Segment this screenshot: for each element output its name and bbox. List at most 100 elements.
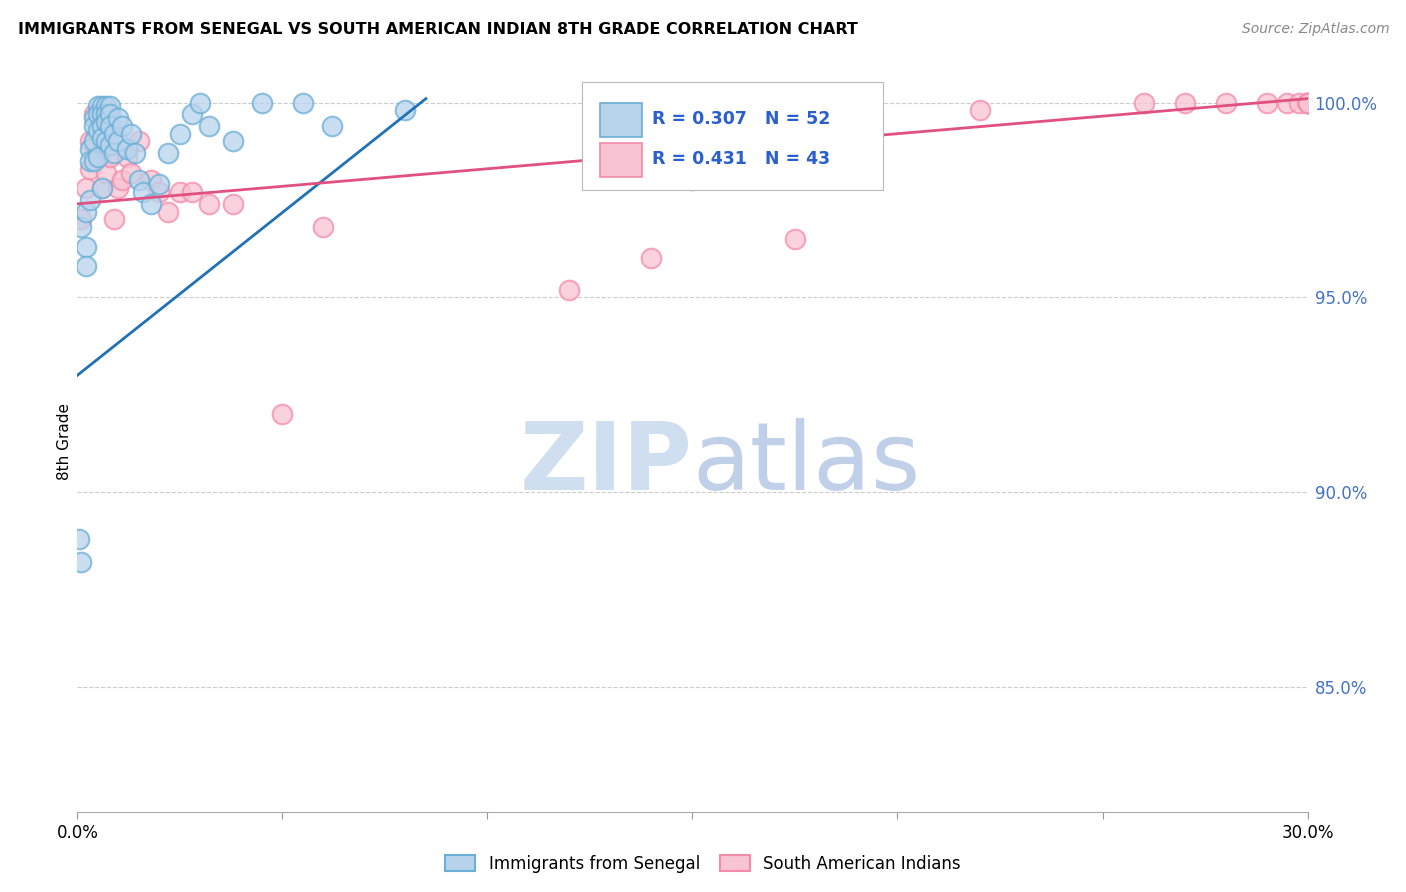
Point [87, 127, 110, 141]
Point [132, 185, 155, 199]
Point [141, 197, 163, 211]
Y-axis label: 8th Grade: 8th Grade [56, 403, 72, 480]
Point [1174, 95, 1197, 110]
Point [79, 153, 101, 168]
Point [1132, 95, 1154, 110]
Point [103, 146, 125, 161]
Point [148, 185, 170, 199]
Point [83, 107, 105, 121]
Point [222, 197, 245, 211]
Point [83, 111, 105, 125]
Point [115, 142, 138, 156]
Point [107, 111, 129, 125]
Point [181, 107, 204, 121]
Point [90, 142, 114, 156]
Point [98, 99, 121, 113]
Point [87, 150, 110, 164]
Point [94, 166, 117, 180]
Point [94, 135, 117, 149]
Point [181, 185, 204, 199]
Text: ZIP: ZIP [520, 417, 693, 509]
Point [107, 181, 129, 195]
Point [98, 107, 121, 121]
Point [90, 181, 114, 195]
Point [79, 193, 101, 207]
FancyBboxPatch shape [600, 103, 643, 137]
Point [969, 103, 991, 118]
Point [148, 178, 170, 192]
Point [222, 135, 245, 149]
Point [156, 146, 179, 161]
Point [250, 95, 273, 110]
Point [188, 95, 212, 110]
Point [1296, 95, 1319, 110]
Text: R = 0.307   N = 52: R = 0.307 N = 52 [652, 111, 830, 128]
Point [271, 407, 294, 421]
Point [394, 103, 416, 118]
Point [103, 127, 125, 141]
Point [197, 197, 219, 211]
Point [90, 107, 114, 121]
Point [94, 115, 117, 129]
Point [70, 220, 93, 235]
Point [75, 204, 97, 219]
Point [79, 161, 101, 176]
Point [291, 95, 314, 110]
Point [1296, 95, 1319, 110]
Point [87, 107, 110, 121]
Point [107, 135, 129, 149]
Point [1296, 95, 1319, 110]
Point [70, 555, 93, 569]
Point [120, 127, 142, 141]
Legend: Immigrants from Senegal, South American Indians: Immigrants from Senegal, South American … [439, 848, 967, 880]
Point [94, 107, 117, 121]
Text: atlas: atlas [693, 417, 921, 509]
Point [1296, 95, 1319, 110]
Point [87, 123, 110, 137]
Point [98, 119, 121, 133]
Point [197, 119, 219, 133]
Point [111, 119, 134, 133]
Point [1275, 95, 1298, 110]
Point [75, 181, 97, 195]
Point [79, 135, 101, 149]
Point [98, 119, 121, 133]
Point [90, 181, 114, 195]
Point [90, 99, 114, 113]
Text: R = 0.431   N = 43: R = 0.431 N = 43 [652, 151, 830, 169]
Point [103, 212, 125, 227]
Point [156, 204, 179, 219]
Point [75, 259, 97, 273]
Point [682, 173, 704, 187]
Point [94, 99, 117, 113]
Point [70, 212, 93, 227]
Point [87, 99, 110, 113]
Point [558, 283, 581, 297]
Point [90, 130, 114, 145]
Text: Source: ZipAtlas.com: Source: ZipAtlas.com [1241, 22, 1389, 37]
FancyBboxPatch shape [582, 82, 883, 190]
FancyBboxPatch shape [600, 144, 643, 178]
Point [783, 232, 806, 246]
Point [75, 240, 97, 254]
Point [312, 220, 335, 235]
Point [169, 127, 191, 141]
Point [169, 185, 191, 199]
Point [90, 119, 114, 133]
Point [98, 138, 121, 153]
Point [702, 142, 724, 156]
Point [120, 166, 142, 180]
Point [94, 119, 117, 133]
Point [1215, 95, 1237, 110]
Point [67, 532, 90, 546]
Point [141, 173, 163, 187]
Point [98, 150, 121, 164]
Point [83, 135, 105, 149]
Point [128, 135, 150, 149]
Point [128, 173, 150, 187]
Point [124, 146, 146, 161]
Point [321, 119, 343, 133]
Point [640, 252, 662, 266]
Point [111, 173, 134, 187]
Point [83, 153, 105, 168]
